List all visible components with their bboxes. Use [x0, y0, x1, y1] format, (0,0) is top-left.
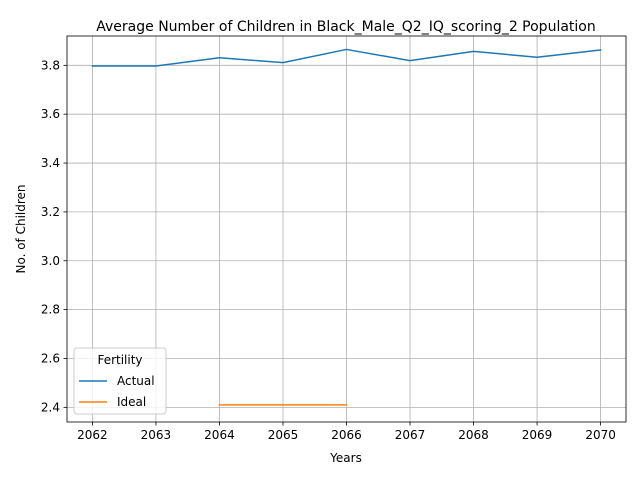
y-tick-label: 3.2 [41, 205, 60, 219]
y-tick-label: 3.4 [41, 156, 60, 170]
y-tick-label: 3.0 [41, 254, 60, 268]
x-tick-label: 2063 [141, 428, 172, 442]
x-tick-label: 2065 [268, 428, 299, 442]
chart-title: Average Number of Children in Black_Male… [96, 19, 595, 35]
x-tick-label: 2067 [395, 428, 426, 442]
series-lines [91, 48, 602, 406]
y-tick-label: 3.8 [41, 58, 60, 72]
legend-entries: Actual Ideal [79, 374, 155, 409]
x-tick-label: 2066 [331, 428, 362, 442]
legend-label: Actual [117, 374, 155, 388]
legend-title: Fertility [97, 353, 142, 367]
legend-label: Ideal [117, 395, 146, 409]
x-tick-label: 2069 [522, 428, 553, 442]
x-tick-label: 2068 [458, 428, 489, 442]
x-tick-label: 2064 [204, 428, 235, 442]
y-tick-label: 2.4 [41, 400, 60, 414]
x-tick-label: 2062 [77, 428, 108, 442]
series-line-actual [91, 48, 602, 67]
y-axis-ticks: 2.4 2.6 2.8 3.0 3.2 3.4 3.6 3.8 [41, 58, 67, 414]
x-axis-label: Years [329, 451, 362, 465]
x-tick-label: 2070 [585, 428, 616, 442]
y-tick-label: 3.6 [41, 107, 60, 121]
legend-box [73, 347, 167, 415]
x-axis-ticks: 2062 2063 2064 2065 2066 2067 2068 2069 2070 [77, 422, 616, 442]
y-tick-label: 2.6 [41, 351, 60, 365]
y-axis-label: No. of Children [14, 184, 28, 273]
y-tick-label: 2.8 [41, 303, 60, 317]
legend: Fertility Actual Ideal [73, 347, 167, 415]
